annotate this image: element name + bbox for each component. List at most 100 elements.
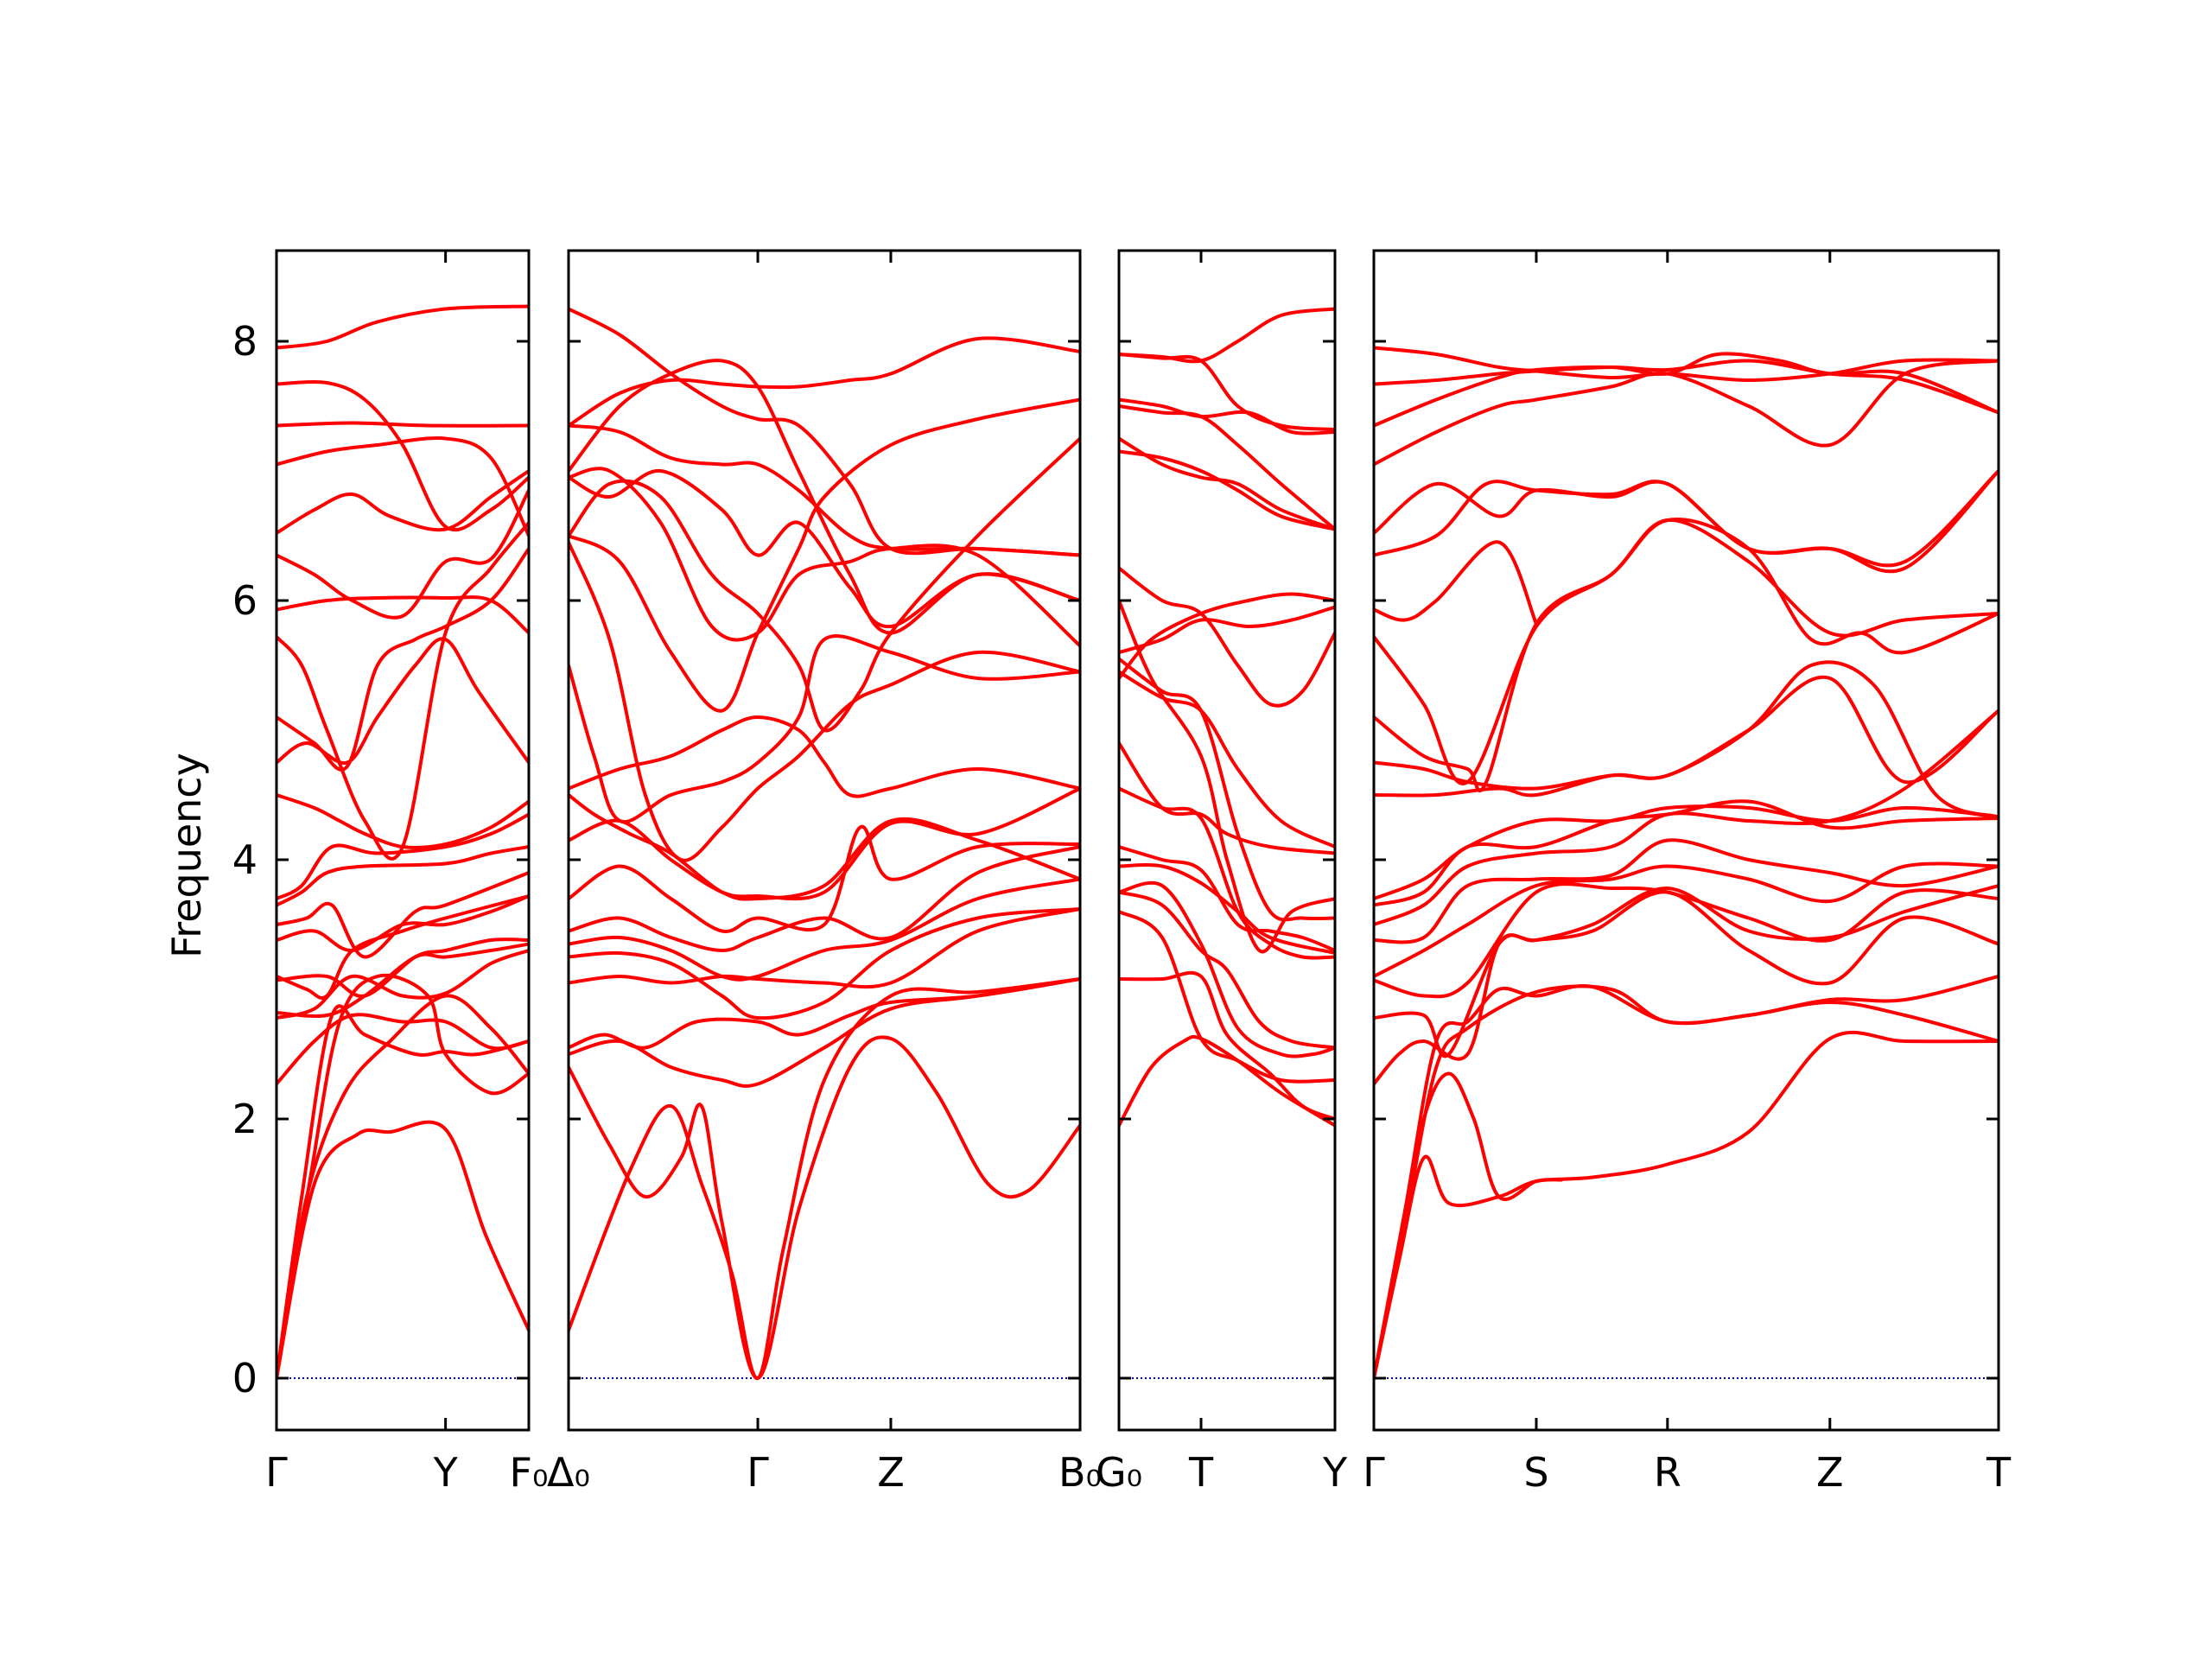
band-line (1119, 970, 1335, 1121)
band-line (1119, 657, 1335, 922)
band-line (1119, 605, 1335, 654)
band-line (569, 877, 1080, 982)
band-line (276, 436, 529, 537)
band-line (276, 793, 529, 849)
band-line (276, 938, 529, 998)
band-line (1119, 880, 1335, 1058)
band-line (569, 540, 1080, 862)
band-line (569, 307, 1080, 557)
band-line (276, 845, 529, 907)
panel-frame (1117, 249, 1337, 1432)
band-line (1374, 518, 1999, 785)
band-line (1374, 352, 1999, 428)
x-tick-label: Γ (747, 1449, 769, 1496)
band-line (1119, 566, 1335, 708)
y-tick-label: 4 (232, 836, 257, 883)
band-line (1374, 975, 1999, 1380)
x-tick-label: Z (1816, 1449, 1844, 1496)
band-line (276, 949, 529, 1020)
band-line (1374, 890, 1999, 1086)
band-line (569, 423, 1080, 557)
band-line (569, 436, 1080, 733)
panel-frame (1372, 249, 2000, 1432)
x-tick-label: G₀ (1096, 1449, 1142, 1496)
band-line (569, 397, 1080, 713)
band-line (276, 304, 529, 350)
band-line (1374, 540, 1538, 626)
band-line (1119, 670, 1335, 849)
y-axis-label: Frequency (163, 753, 210, 958)
band-line (276, 871, 529, 959)
band-line (1374, 838, 1999, 944)
x-tick-label: T (1986, 1449, 2012, 1496)
y-tick-label: 0 (232, 1355, 257, 1402)
panel-p2-plot-area (569, 307, 1080, 1381)
band-line (1374, 660, 1999, 819)
band-line (569, 977, 1080, 1050)
band-line (1119, 910, 1335, 1084)
band-line (1374, 984, 1999, 1380)
band-line (276, 469, 529, 535)
band-line (1119, 845, 1335, 952)
band-line (569, 845, 1080, 952)
x-tick-label: S (1523, 1449, 1548, 1496)
band-line (1119, 890, 1335, 1050)
y-tick-label: 8 (232, 318, 257, 365)
band-line (1374, 1030, 1999, 1380)
panel-frame (567, 249, 1082, 1432)
band-line (276, 1013, 529, 1086)
panel-p3-plot-area (1119, 307, 1335, 1379)
band-line (1374, 804, 1999, 900)
band-line (276, 595, 529, 635)
band-line (569, 793, 1080, 901)
panel-p4-plot-area (1374, 346, 1999, 1380)
band-line (276, 812, 529, 900)
band-line (1119, 599, 1335, 954)
x-tick-label: Y (433, 1449, 459, 1496)
band-line (1374, 709, 1999, 926)
band-line (1374, 861, 1999, 978)
band-line (1374, 799, 1999, 907)
band-line (276, 521, 529, 861)
panel-frame (275, 249, 531, 1432)
band-line (569, 715, 1080, 798)
x-tick-label: Y (1322, 1449, 1348, 1496)
x-tick-label: Z (877, 1449, 905, 1496)
band-line (276, 421, 529, 428)
x-tick-label: F₀ (510, 1449, 549, 1496)
band-line (276, 379, 529, 532)
band-line (569, 977, 1080, 1088)
band-line (1119, 404, 1335, 531)
band-line (1119, 449, 1335, 531)
x-tick-label: T (1188, 1449, 1214, 1496)
band-line (1374, 346, 1999, 382)
band-line (1119, 592, 1335, 680)
band-line (1119, 353, 1335, 431)
band-line (276, 637, 529, 765)
band-line (1374, 882, 1999, 999)
x-tick-label: Δ₀ (547, 1449, 590, 1496)
band-line (276, 1004, 529, 1380)
band-line (569, 977, 1080, 1381)
x-tick-label: B₀ (1058, 1449, 1102, 1496)
band-line (276, 547, 529, 772)
band-line (569, 907, 1080, 1020)
band-line (1374, 359, 1999, 415)
band-line (1119, 397, 1335, 435)
band-line (1119, 307, 1335, 364)
band-line (1374, 469, 1999, 574)
y-tick-label: 2 (232, 1096, 257, 1142)
x-tick-label: R (1654, 1449, 1681, 1496)
y-tick-label: 6 (232, 577, 257, 624)
panel-p1-plot-area (276, 304, 529, 1380)
band-line (569, 1035, 1080, 1380)
band-line (1374, 884, 1999, 1058)
x-tick-label: Γ (265, 1449, 288, 1496)
x-tick-label: Γ (1363, 1449, 1385, 1496)
band-line (569, 824, 1080, 933)
band-line (569, 336, 1080, 428)
band-line (569, 907, 1080, 989)
band-line (276, 488, 529, 620)
band-line (1119, 741, 1335, 855)
